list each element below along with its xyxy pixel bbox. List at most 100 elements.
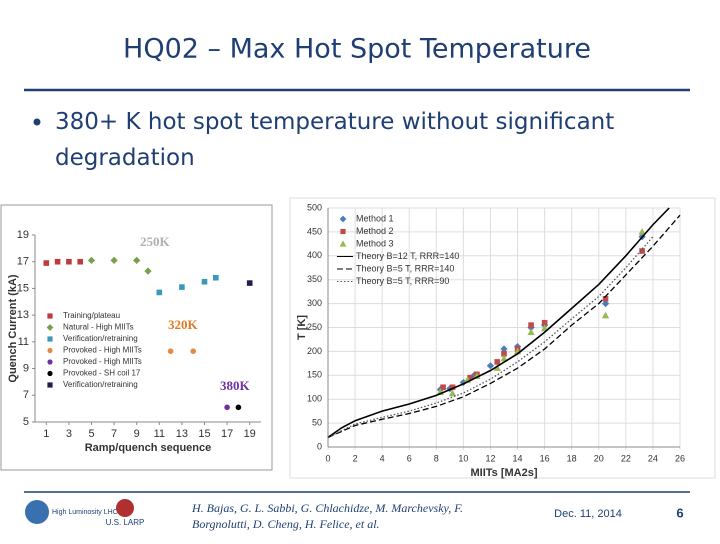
y-tick-label: 200: [307, 346, 322, 356]
point: [201, 278, 208, 285]
legend-label: Method 2: [356, 226, 394, 236]
left-chart-frame: [0, 204, 273, 471]
logo1-icon: [25, 500, 49, 524]
y-tick-label: 15: [17, 282, 29, 294]
y-tick-label: 300: [307, 298, 322, 308]
point: [467, 374, 473, 381]
x-tick-label: 14: [513, 453, 523, 463]
legend-label: Theory B=12 T, RRR=140: [356, 251, 459, 261]
y-tick-label: 5: [23, 416, 29, 428]
point: [448, 389, 457, 397]
y-axis-label: T [K]: [296, 315, 308, 340]
x-tick-label: 9: [134, 428, 140, 440]
x-tick-label: 15: [198, 428, 210, 440]
legend-swatch: [47, 313, 53, 319]
x-tick-label: 16: [540, 453, 550, 463]
x-tick-label: 19: [244, 428, 256, 440]
legend-swatch: [47, 359, 53, 365]
point: [494, 359, 501, 365]
right-chart-frame: [289, 197, 716, 479]
y-axis-label: Quench Current (kA): [7, 274, 19, 383]
legend-label: Theory B=5 T, RRR=140: [356, 263, 454, 273]
point: [190, 348, 196, 355]
y-tick-label: 13: [17, 309, 29, 321]
point: [77, 258, 83, 265]
x-tick-label: 3: [66, 428, 72, 440]
x-tick-label: 6: [407, 453, 412, 463]
x-tick-label: 24: [648, 453, 658, 463]
x-tick-label: 20: [594, 453, 604, 463]
legend-swatch: [47, 382, 53, 388]
legend-swatch: [339, 240, 347, 247]
point: [224, 404, 230, 411]
legend-label: Method 3: [356, 238, 394, 248]
x-tick-label: 7: [111, 428, 117, 440]
point: [449, 384, 456, 391]
legend-label: Verification/retraining: [63, 334, 138, 343]
y-tick-label: 19: [17, 229, 29, 241]
page-number: 6: [676, 505, 683, 520]
point: [501, 350, 507, 357]
point: [246, 280, 253, 286]
point: [144, 267, 152, 275]
y-tick-label: 250: [307, 322, 322, 332]
legend-swatch: [339, 215, 347, 223]
y-tick-label: 11: [18, 336, 29, 348]
point: [493, 364, 501, 371]
point: [500, 354, 508, 362]
x-tick-label: 2: [353, 453, 358, 463]
bullet-text: 380+ K hot spot temperature without sign…: [55, 109, 615, 171]
x-tick-label: 13: [176, 428, 188, 440]
legend-swatch: [47, 370, 53, 377]
x-tick-label: 18: [567, 453, 577, 463]
point: [54, 258, 61, 265]
bullet-box: 380+ K hot spot temperature without sign…: [55, 109, 615, 171]
annotation: 320K: [168, 317, 199, 332]
y-tick-label: 500: [307, 202, 322, 212]
point: [528, 322, 534, 328]
logo2-text: U.S. LARP: [106, 518, 145, 527]
x-tick-label: 17: [221, 428, 233, 440]
point: [500, 345, 508, 353]
point: [179, 284, 185, 290]
legend-label: Provoked - SH coil 17: [63, 369, 141, 378]
point: [167, 348, 174, 355]
x-axis-label: Ramp/quench sequence: [85, 442, 212, 454]
x-tick-label: 8: [434, 453, 439, 463]
x-tick-label: 26: [675, 453, 685, 463]
point: [638, 227, 646, 235]
annotation: 380K: [220, 378, 251, 393]
y-tick-label: 0: [317, 441, 322, 451]
point: [540, 324, 549, 332]
x-tick-label: 22: [621, 453, 631, 463]
legend-label: Training/plateau: [63, 311, 120, 320]
point: [110, 256, 118, 265]
legend-swatch: [47, 336, 53, 342]
point: [541, 319, 548, 326]
legend-label: Verification/retraining: [63, 380, 138, 389]
y-tick-label: 9: [23, 362, 29, 374]
point: [601, 299, 610, 308]
y-tick-label: 50: [312, 417, 322, 427]
legend-label: Provoked - High MIITs: [63, 346, 142, 355]
point: [133, 256, 141, 265]
y-tick-label: 450: [307, 226, 322, 236]
legend-label: Natural - High MIITs: [63, 323, 134, 332]
y-tick-label: 7: [23, 389, 29, 401]
logo2-icon: [116, 499, 134, 517]
point: [156, 289, 163, 296]
point: [601, 311, 610, 319]
authors-box: H. Bajas, G. L. Sabbi, G. Chlachidze, M.…: [192, 501, 463, 531]
x-tick-label: 11: [154, 428, 165, 440]
point: [639, 248, 645, 254]
point: [66, 258, 72, 265]
point: [43, 260, 50, 266]
legend-label: Theory B=5 T, RRR=90: [356, 276, 449, 286]
point: [87, 256, 96, 265]
point: [602, 296, 609, 302]
point: [235, 404, 242, 411]
logo1-text: High Luminosity LHC: [52, 509, 118, 516]
x-tick-label: 5: [88, 428, 94, 440]
authors: H. Bajas, G. L. Sabbi, G. Chlachidze, M.…: [192, 501, 463, 531]
